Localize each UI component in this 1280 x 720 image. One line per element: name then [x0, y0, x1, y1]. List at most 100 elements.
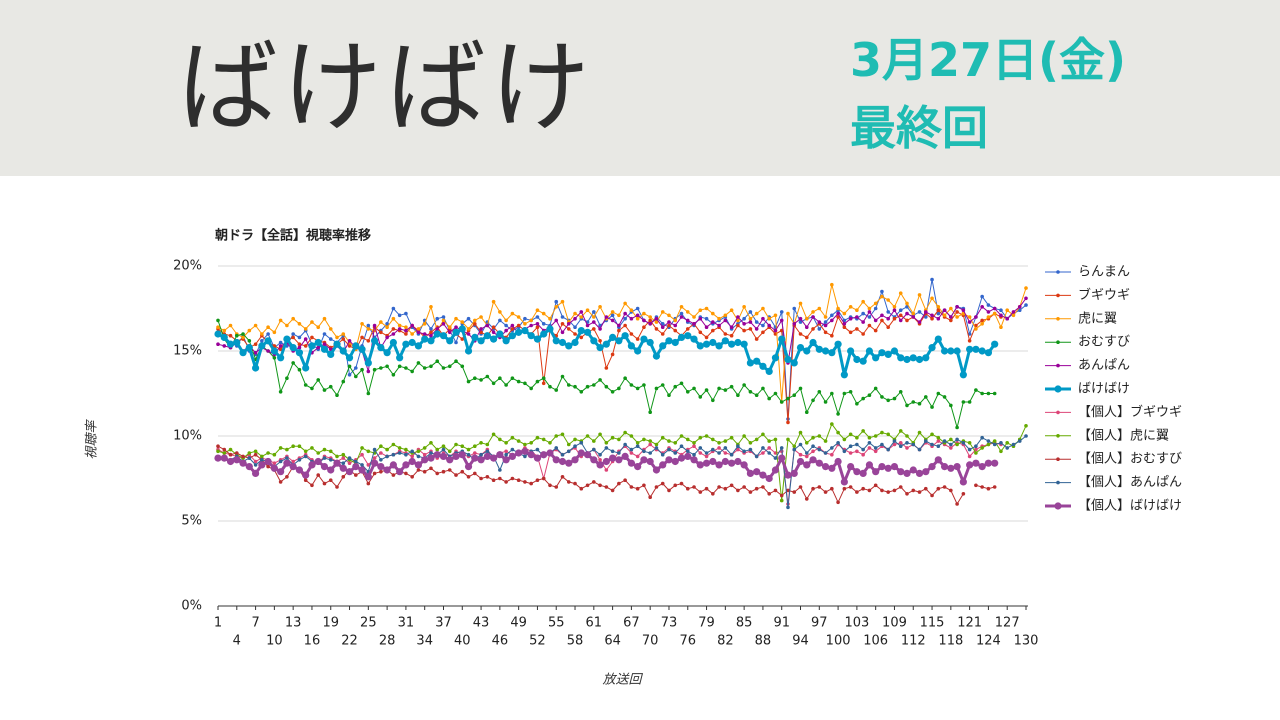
- data-point: [955, 315, 959, 319]
- data-point: [936, 316, 941, 321]
- data-point: [535, 435, 540, 440]
- data-point: [1024, 286, 1028, 290]
- chart: 朝ドラ【全話】視聴率推移 視聴率 放送回 0%5%10%15%20%147101…: [85, 228, 1183, 688]
- data-point: [489, 335, 498, 343]
- data-point: [510, 447, 515, 452]
- data-point: [278, 344, 283, 348]
- data-point: [886, 447, 891, 452]
- data-point: [798, 430, 803, 435]
- data-point: [498, 310, 502, 314]
- data-point: [216, 444, 220, 449]
- data-point: [515, 328, 523, 336]
- data-point: [685, 390, 690, 394]
- data-point: [308, 342, 316, 350]
- data-point: [435, 359, 440, 364]
- data-point: [479, 315, 483, 319]
- data-point: [360, 446, 364, 450]
- data-point: [433, 330, 441, 338]
- data-point: [673, 483, 678, 488]
- data-point: [328, 384, 333, 389]
- data-point: [955, 305, 959, 309]
- data-point: [360, 452, 364, 457]
- series-line: [217, 440, 1002, 505]
- data-point: [917, 293, 922, 297]
- data-point: [258, 342, 266, 350]
- data-point: [245, 344, 253, 352]
- data-point: [214, 454, 222, 462]
- data-point: [847, 463, 855, 471]
- data-point: [804, 454, 809, 459]
- data-point: [272, 356, 277, 360]
- data-point: [897, 354, 905, 362]
- data-point: [811, 398, 815, 403]
- data-point: [667, 323, 671, 328]
- data-point: [728, 459, 736, 467]
- data-point: [966, 461, 974, 469]
- data-point: [516, 379, 521, 384]
- data-point: [610, 449, 615, 454]
- data-point: [377, 463, 385, 471]
- data-point: [648, 442, 652, 447]
- data-point: [786, 396, 790, 401]
- data-point: [615, 456, 623, 464]
- data-point: [479, 441, 483, 445]
- data-point: [303, 327, 308, 331]
- data-point: [397, 327, 402, 331]
- data-point: [602, 457, 610, 466]
- data-point: [949, 488, 953, 493]
- data-point: [905, 441, 909, 445]
- data-point: [454, 316, 458, 321]
- data-point: [911, 488, 916, 493]
- data-point: [654, 485, 659, 489]
- data-point: [303, 478, 308, 483]
- data-point: [491, 381, 496, 386]
- legend-dot: [1056, 363, 1060, 368]
- data-point: [291, 361, 295, 365]
- x-tick-label: 58: [567, 634, 584, 649]
- data-point: [778, 335, 786, 343]
- data-point: [890, 463, 899, 471]
- data-point: [736, 393, 740, 398]
- data-point: [792, 306, 797, 311]
- data-point: [723, 446, 728, 450]
- data-point: [422, 322, 427, 326]
- data-point: [729, 483, 734, 488]
- data-point: [523, 480, 527, 484]
- data-point: [523, 316, 527, 321]
- data-point: [717, 446, 721, 450]
- data-point: [264, 337, 272, 345]
- data-point: [310, 446, 314, 450]
- data-point: [491, 330, 496, 335]
- data-point: [604, 441, 609, 445]
- data-point: [466, 327, 471, 331]
- data-point: [886, 325, 891, 330]
- data-point: [798, 386, 803, 391]
- data-point: [422, 332, 427, 336]
- data-point: [592, 310, 596, 314]
- data-point: [277, 468, 285, 476]
- data-point: [278, 480, 283, 484]
- x-tick-label: 115: [920, 616, 945, 631]
- data-point: [842, 322, 847, 326]
- data-point: [974, 388, 978, 392]
- data-point: [529, 481, 533, 486]
- data-point: [936, 444, 941, 449]
- data-point: [316, 345, 321, 350]
- data-point: [404, 332, 408, 336]
- data-point: [341, 332, 346, 336]
- data-point: [429, 327, 433, 331]
- data-point: [773, 328, 778, 333]
- data-point: [740, 461, 748, 469]
- data-point: [590, 337, 598, 345]
- data-point: [303, 383, 308, 387]
- data-point: [216, 325, 220, 330]
- data-point: [604, 485, 609, 489]
- data-point: [389, 338, 397, 347]
- data-point: [746, 359, 755, 367]
- data-point: [560, 322, 565, 326]
- data-point: [984, 349, 993, 357]
- data-point: [352, 342, 360, 350]
- data-point: [779, 400, 784, 404]
- data-point: [667, 447, 671, 452]
- data-point: [898, 485, 903, 489]
